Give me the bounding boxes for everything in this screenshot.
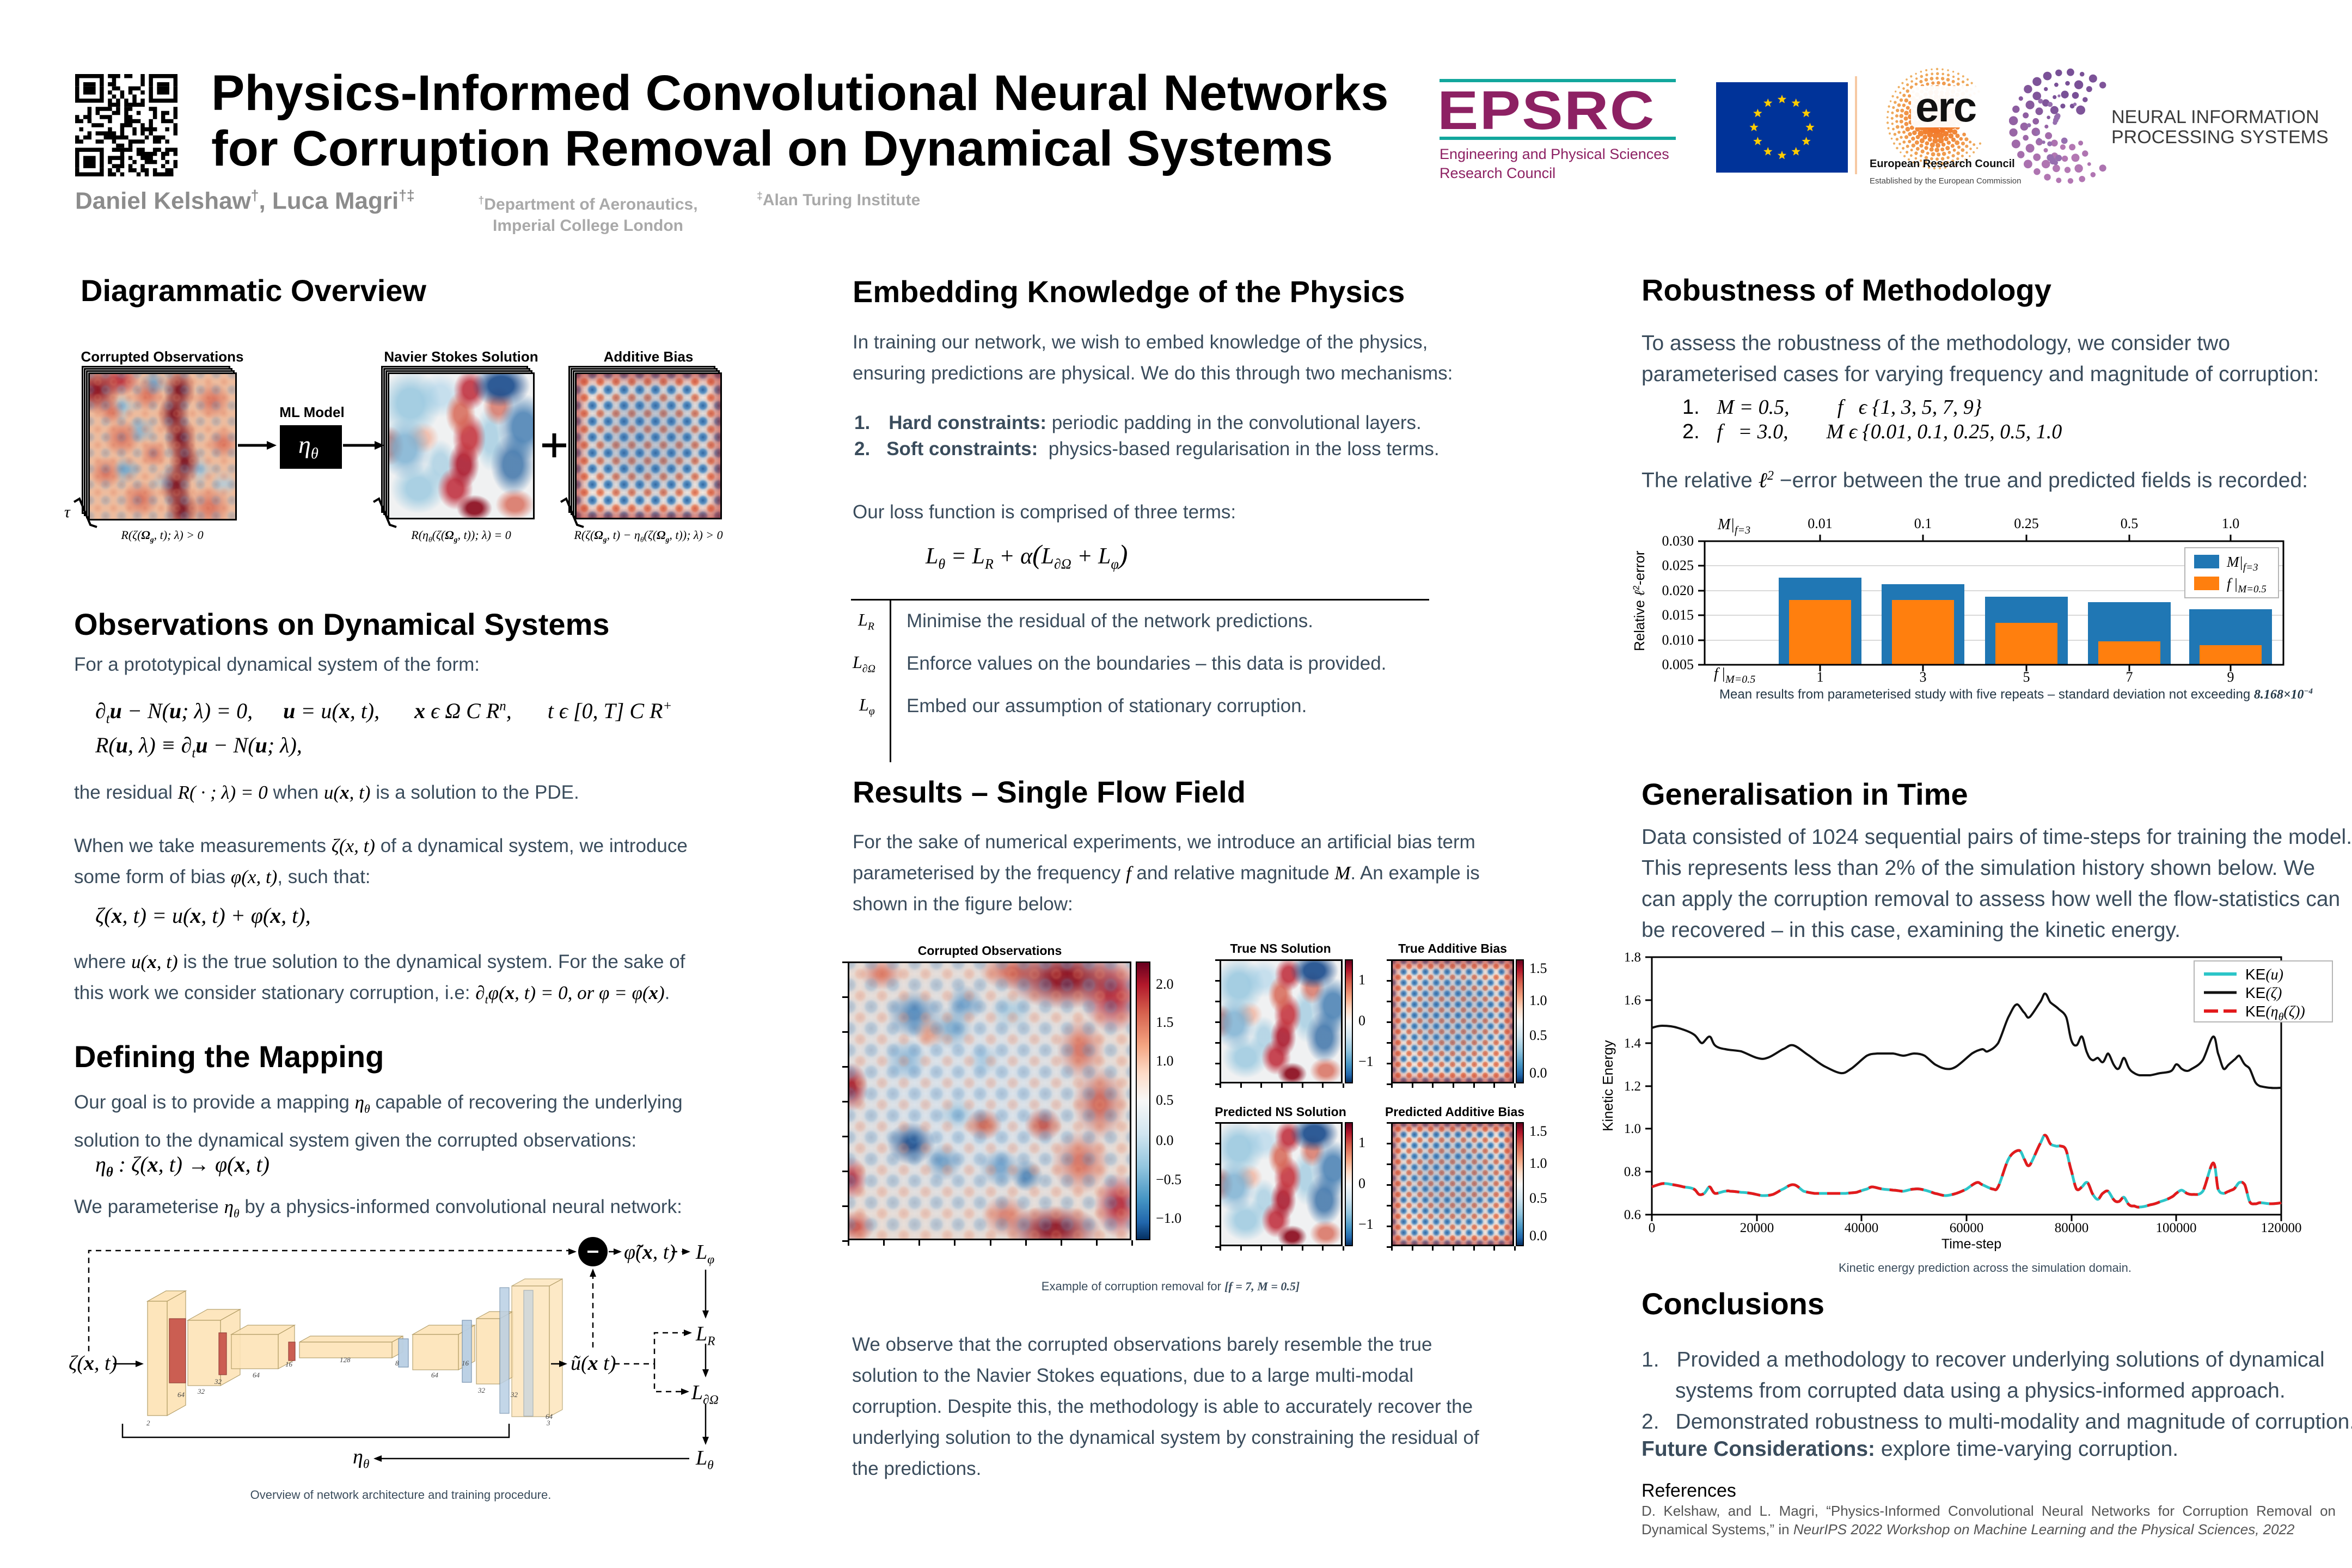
svg-text:120000: 120000 — [2261, 1221, 2302, 1235]
svg-text:0.030: 0.030 — [1662, 533, 1694, 549]
svg-text:1.2: 1.2 — [1624, 1079, 1641, 1094]
svg-text:64: 64 — [431, 1371, 439, 1379]
svg-text:64: 64 — [253, 1371, 260, 1379]
svg-text:3: 3 — [1920, 669, 1927, 685]
svg-text:20000: 20000 — [1740, 1221, 1774, 1235]
svg-text:1: 1 — [1817, 669, 1824, 685]
svg-text:128: 128 — [340, 1356, 351, 1364]
svg-text:32: 32 — [510, 1391, 518, 1399]
svg-text:KE(u): KE(u) — [2245, 966, 2283, 983]
svg-text:1.0: 1.0 — [1624, 1122, 1641, 1136]
svg-text:0.6: 0.6 — [1624, 1208, 1641, 1222]
svg-text:5: 5 — [2023, 669, 2030, 685]
svg-text:100000: 100000 — [2156, 1221, 2197, 1235]
svg-text:0.025: 0.025 — [1662, 558, 1694, 573]
svg-text:f |M=0.5: f |M=0.5 — [1714, 665, 1755, 685]
svg-text:40000: 40000 — [1845, 1221, 1879, 1235]
svg-text:1.8: 1.8 — [1624, 950, 1641, 965]
svg-text:0.005: 0.005 — [1662, 657, 1694, 672]
svg-text:0.5: 0.5 — [2121, 516, 2139, 531]
svg-text:0.25: 0.25 — [2014, 516, 2039, 531]
svg-text:KE(ζ): KE(ζ) — [2245, 984, 2282, 1002]
svg-text:0: 0 — [1649, 1221, 1656, 1235]
svg-text:7: 7 — [2126, 669, 2133, 685]
svg-text:60000: 60000 — [1950, 1221, 1984, 1235]
svg-text:64: 64 — [177, 1391, 185, 1399]
svg-text:M|f=3: M|f=3 — [1717, 516, 1750, 536]
svg-text:32: 32 — [477, 1386, 486, 1394]
svg-text:0.1: 0.1 — [1914, 516, 1932, 531]
svg-text:0.020: 0.020 — [1662, 583, 1694, 598]
svg-text:32: 32 — [214, 1377, 222, 1386]
svg-text:3: 3 — [546, 1419, 550, 1427]
svg-text:0.010: 0.010 — [1662, 632, 1694, 648]
svg-text:64: 64 — [546, 1412, 553, 1420]
svg-text:9: 9 — [2227, 669, 2234, 685]
svg-text:1.6: 1.6 — [1624, 993, 1641, 1008]
svg-text:0.015: 0.015 — [1662, 607, 1694, 623]
svg-text:0.8: 0.8 — [1624, 1165, 1641, 1179]
svg-text:0.01: 0.01 — [1808, 516, 1833, 531]
svg-text:8: 8 — [395, 1359, 399, 1367]
svg-text:16: 16 — [462, 1359, 469, 1367]
svg-text:1.0: 1.0 — [2222, 516, 2240, 531]
svg-text:KE(ηθ(ζ)): KE(ηθ(ζ)) — [2245, 1003, 2305, 1023]
svg-text:80000: 80000 — [2055, 1221, 2089, 1235]
svg-text:32: 32 — [197, 1387, 205, 1395]
svg-text:2: 2 — [146, 1419, 150, 1427]
svg-text:16: 16 — [285, 1360, 293, 1368]
svg-text:1.4: 1.4 — [1624, 1036, 1641, 1051]
